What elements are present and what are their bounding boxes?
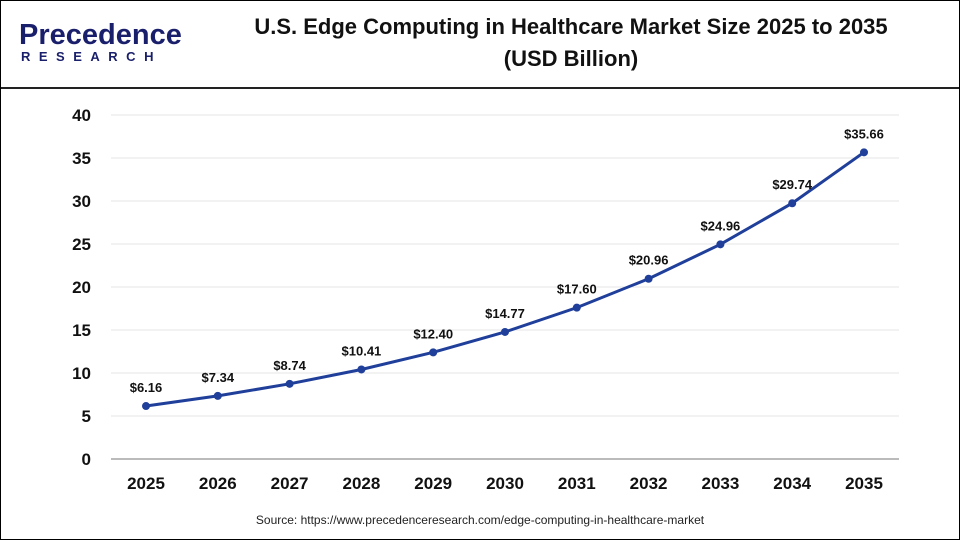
data-point: [644, 274, 653, 283]
data-label: $29.74: [772, 177, 813, 192]
data-label: $8.74: [273, 358, 306, 373]
title-line2: (USD Billion): [503, 46, 639, 71]
x-tick-label: 2026: [199, 474, 237, 493]
data-point: [142, 402, 150, 411]
logo-line1: Precedence: [19, 19, 182, 51]
data-label: $7.34: [202, 370, 235, 385]
logo: Precedence RESEARCH: [19, 21, 182, 65]
y-tick-label: 15: [72, 321, 91, 340]
x-tick-label: 2034: [773, 474, 811, 493]
y-tick-label: 20: [72, 278, 91, 297]
data-point: [213, 391, 222, 400]
source-text: Source: https://www.precedenceresearch.c…: [255, 513, 705, 527]
data-label: $10.41: [342, 343, 382, 358]
data-point: [860, 148, 868, 157]
x-tick-label: 2027: [271, 474, 309, 493]
header: Precedence RESEARCH U.S. Edge Computing …: [1, 1, 959, 89]
data-point: [501, 327, 509, 336]
data-label: $35.66: [844, 126, 884, 141]
series-line: [145, 151, 865, 408]
data-label: $6.16: [130, 380, 163, 395]
data-point: [357, 365, 366, 374]
x-tick-label: 2029: [414, 474, 452, 493]
data-point: [285, 379, 294, 388]
data-label: $17.60: [557, 282, 597, 297]
data-point: [429, 348, 438, 357]
x-tick-label: 2032: [630, 474, 668, 493]
data-point: [788, 199, 797, 208]
title-line1: U.S. Edge Computing in Healthcare Market…: [254, 14, 888, 39]
y-tick-label: 40: [72, 106, 91, 125]
data-point: [572, 303, 581, 312]
y-tick-label: 5: [82, 407, 91, 426]
data-point: [716, 240, 725, 249]
data-label: $12.40: [413, 326, 453, 341]
data-label: $14.77: [485, 306, 525, 321]
data-label: $24.96: [701, 218, 741, 233]
y-tick-label: 35: [72, 149, 91, 168]
x-tick-label: 2031: [558, 474, 596, 493]
x-tick-label: 2030: [486, 474, 524, 493]
chart-title: U.S. Edge Computing in Healthcare Market…: [191, 11, 951, 75]
y-tick-label: 10: [72, 364, 91, 383]
x-tick-label: 2025: [127, 474, 165, 493]
y-tick-label: 30: [72, 192, 91, 211]
x-tick-label: 2033: [701, 474, 739, 493]
x-tick-label: 2028: [342, 474, 380, 493]
x-tick-label: 2035: [845, 474, 883, 493]
y-tick-label: 0: [82, 450, 91, 469]
logo-line2: RESEARCH: [21, 49, 162, 64]
y-tick-label: 25: [72, 235, 91, 254]
data-label: $20.96: [629, 253, 669, 268]
